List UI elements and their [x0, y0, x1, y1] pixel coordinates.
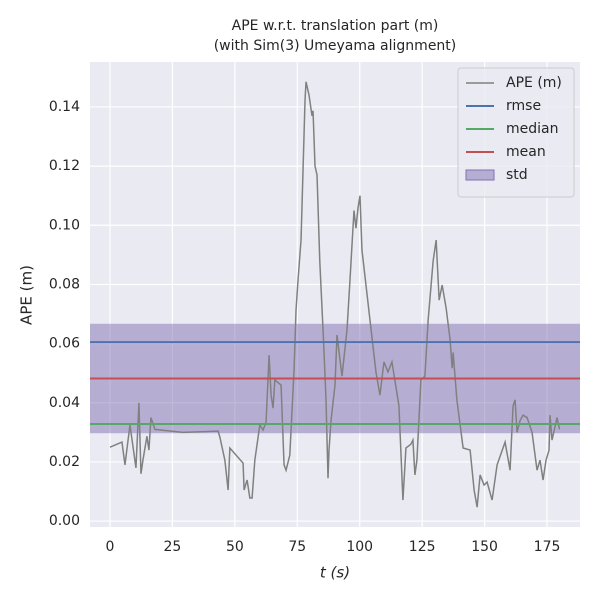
x-tick-label: 175	[534, 539, 561, 555]
legend-label: rmse	[506, 98, 541, 114]
legend-label: APE (m)	[506, 75, 562, 91]
x-tick-label: 125	[409, 539, 436, 555]
y-tick-label: 0.02	[49, 454, 80, 470]
y-tick-label: 0.10	[49, 217, 80, 233]
legend-label: median	[506, 121, 558, 137]
ape-line	[109, 81, 561, 508]
x-tick-label: 75	[288, 539, 306, 555]
x-axis-label: t (s)	[320, 564, 350, 582]
y-tick-label: 0.12	[49, 158, 80, 174]
y-tick-label: 0.06	[49, 336, 80, 352]
legend-box	[457, 67, 575, 198]
x-tick-label: 25	[164, 539, 182, 555]
x-tick-label: 100	[346, 539, 373, 555]
legend-swatch	[465, 169, 495, 181]
chart-title: APE w.r.t. translation part (m)	[232, 18, 439, 34]
x-tick-label: 150	[471, 539, 498, 555]
y-tick-label: 0.04	[49, 395, 80, 411]
x-tick-label: 0	[106, 539, 115, 555]
legend-label: mean	[506, 144, 546, 160]
y-axis-label: APE (m)	[18, 265, 36, 325]
legend-label: std	[506, 167, 528, 183]
chart-subtitle: (with Sim(3) Umeyama alignment)	[214, 38, 457, 54]
y-tick-label: 0.00	[49, 513, 80, 529]
y-tick-label: 0.08	[49, 276, 80, 292]
x-tick-label: 50	[226, 539, 244, 555]
y-tick-label: 0.14	[49, 99, 80, 115]
